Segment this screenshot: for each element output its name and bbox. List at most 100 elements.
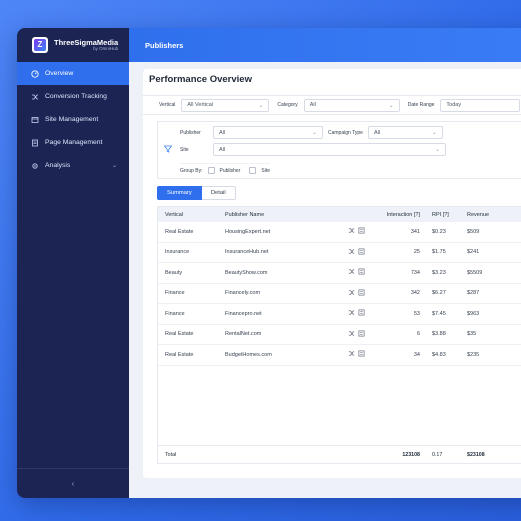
sidebar-item-page-management[interactable]: Page Management (17, 131, 129, 154)
totals-rpi: 0.17 (432, 451, 443, 458)
totals-interaction: 123108 (402, 451, 420, 458)
sidebar: Z ThreeSigmaMedia by OmniHub Overview Co… (17, 28, 129, 498)
details-icon[interactable] (358, 248, 365, 257)
cell-rpi: $3.88 (432, 331, 446, 338)
table-row[interactable]: Real Estate BudgetHomes.com 34 $4.83 $235 (158, 345, 521, 366)
header-interaction[interactable]: Interaction [?] (386, 211, 420, 218)
group-by-site-checkbox[interactable] (249, 167, 257, 174)
cell-revenue: $963 (467, 310, 480, 317)
cell-interaction: 34 (413, 351, 420, 358)
chevron-down-icon: ⌄ (431, 130, 437, 136)
header-vertical[interactable]: Vertical (165, 211, 184, 218)
campaign-type-select[interactable]: All ⌄ (367, 126, 443, 139)
sidebar-item-label: Overview (45, 70, 74, 77)
cell-rpi: $7.45 (432, 310, 446, 317)
table-header: Vertical Publisher Name Interaction [?] … (158, 207, 521, 222)
cell-rpi: $4.83 (432, 351, 446, 358)
site-row: Site All ⌄ (180, 143, 446, 156)
shuffle-icon[interactable] (348, 268, 355, 277)
tab-summary[interactable]: Summary (157, 186, 202, 200)
filter-row: Vertical All Vertical ⌄ Category All ⌄ Dat… (143, 95, 521, 115)
header-rpi[interactable]: RPI [?] (432, 211, 449, 218)
totals-label: Total (165, 451, 177, 458)
collapse-sidebar-button[interactable]: ‹ (17, 468, 129, 498)
cell-revenue: $235 (467, 351, 480, 358)
table-row[interactable]: Real Estate RentalNet.com 6 $3.88 $35 (158, 325, 521, 345)
table-row[interactable]: Finance Financepro.net 53 $7.45 $963 (158, 304, 521, 325)
campaign-type-label: Campaign Type (328, 129, 363, 136)
cell-vertical: Insurance (165, 249, 190, 256)
cell-vertical: Real Estate (165, 228, 194, 235)
totals-revenue: $23108 (467, 451, 485, 458)
cell-interaction: 25 (413, 249, 420, 256)
publisher-select[interactable]: All ⌄ (213, 126, 323, 139)
vertical-select[interactable]: All Vertical ⌄ (181, 98, 270, 112)
tab-detail[interactable]: Detail (201, 186, 236, 200)
shuffle-icon[interactable] (348, 309, 355, 318)
table-row[interactable]: Finance Financely.com 342 $6.27 $287 (158, 284, 521, 304)
group-by-publisher-label: Publisher (219, 167, 241, 174)
cell-vertical: Finance (165, 310, 185, 317)
cell-vertical: Finance (165, 290, 185, 297)
chevron-down-icon: ⌄ (258, 102, 264, 109)
shuffle-icon[interactable] (348, 248, 355, 257)
group-by-row: Group By: Publisher Site (180, 163, 270, 174)
publisher-label: Publisher (180, 129, 201, 136)
details-icon[interactable] (358, 350, 365, 359)
table-row[interactable]: Real Estate HousingExpert.net 341 $0.23 $509 (158, 222, 521, 243)
cell-publisher: InsuranceHub.net (225, 249, 269, 256)
date-range-label: Date Range (407, 102, 435, 108)
sidebar-item-analysis[interactable]: Analysis ⌄ (17, 154, 129, 177)
details-icon[interactable] (358, 227, 365, 236)
sidebar-item-site-management[interactable]: Site Management (17, 108, 129, 131)
category-label: Category (277, 102, 298, 108)
date-range-select[interactable]: Today (440, 98, 521, 112)
shuffle-icon[interactable] (348, 289, 355, 298)
site-select[interactable]: All ⌄ (213, 143, 446, 156)
category-select[interactable]: All ⌄ (303, 98, 400, 112)
group-by-site-label: Site (261, 167, 270, 174)
shuffle-icon[interactable] (348, 330, 355, 339)
cell-revenue: $509 (467, 228, 480, 235)
details-icon[interactable] (358, 309, 365, 318)
topbar-title: Publishers (145, 40, 184, 50)
details-icon[interactable] (358, 268, 365, 277)
details-icon[interactable] (358, 289, 365, 298)
chevron-down-icon: ⌄ (388, 102, 394, 109)
sidebar-nav: Overview Conversion Tracking Site Manage… (17, 62, 129, 177)
table-row[interactable]: Insurance InsuranceHub.net 25 $1.75 $241 (158, 243, 521, 263)
filter-icon[interactable] (163, 145, 173, 155)
brand[interactable]: Z ThreeSigmaMedia by OmniHub (17, 28, 129, 62)
chevron-down-icon: ⌄ (434, 147, 440, 153)
totals-row: Total 123108 0.17 $23108 (157, 446, 521, 464)
view-tabs: Summary Detail (157, 186, 236, 200)
sidebar-item-conversion-tracking[interactable]: Conversion Tracking (17, 85, 129, 108)
cell-publisher: HousingExpert.net (225, 228, 271, 235)
cell-revenue: $5509 (467, 269, 483, 276)
chevron-down-icon: ⌄ (111, 163, 117, 169)
app-window: Z ThreeSigmaMedia by OmniHub Overview Co… (17, 28, 521, 498)
main-area: Publishers Performance Overview Vertical… (129, 28, 521, 498)
cell-revenue: $241 (467, 249, 480, 256)
header-revenue[interactable]: Revenue (467, 211, 490, 218)
shuffle-icon[interactable] (348, 350, 355, 359)
cell-rpi: $3.23 (432, 269, 446, 276)
group-by-publisher-checkbox[interactable] (207, 167, 215, 174)
header-publisher[interactable]: Publisher Name (225, 211, 265, 218)
cell-vertical: Beauty (165, 269, 183, 276)
shuffle-icon[interactable] (348, 227, 355, 236)
sidebar-item-label: Site Management (45, 116, 99, 123)
chevron-down-icon: ⌄ (311, 130, 317, 136)
sidebar-item-overview[interactable]: Overview (17, 62, 129, 85)
gauge-icon (30, 69, 39, 78)
advanced-filters: Publisher All ⌄ Campaign Type All ⌄ Site A… (157, 121, 521, 179)
cell-publisher: BeautyShow.com (225, 269, 268, 276)
cell-rpi: $0.23 (432, 228, 446, 235)
table-row[interactable]: Beauty BeautyShow.com 734 $3.23 $5509 (158, 263, 521, 284)
brand-name: ThreeSigmaMedia (54, 37, 119, 47)
details-icon[interactable] (358, 330, 365, 339)
publisher-campaign-row: Publisher All ⌄ Campaign Type All ⌄ (180, 126, 443, 139)
cell-publisher: Financely.com (225, 290, 261, 297)
cell-interaction: 342 (410, 290, 420, 297)
chevron-left-icon: ‹ (71, 479, 75, 488)
